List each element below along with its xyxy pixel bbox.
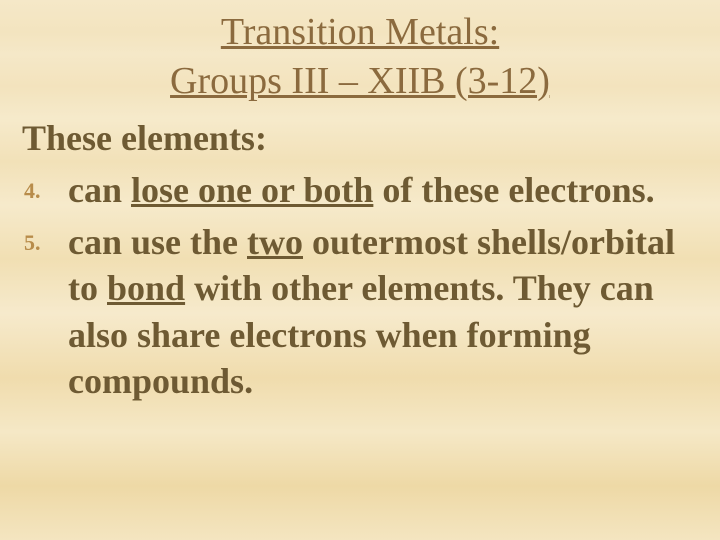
numbered-list: 4. can lose one or both of these electro…: [22, 167, 698, 403]
intro-text: These elements:: [22, 115, 698, 161]
text-run: can: [68, 170, 131, 210]
list-item: 4. can lose one or both of these electro…: [22, 167, 698, 213]
text-run: of these electrons.: [373, 170, 654, 210]
underlined-text: two: [247, 222, 303, 262]
item-text: can lose one or both of these electrons.: [68, 167, 655, 213]
item-number: 5.: [22, 219, 68, 256]
underlined-text: bond: [107, 268, 185, 308]
slide-title: Transition Metals: Groups III – XIIB (3-…: [22, 8, 698, 105]
item-number: 4.: [22, 167, 68, 204]
underlined-text: lose one or both: [131, 170, 373, 210]
slide: Transition Metals: Groups III – XIIB (3-…: [0, 0, 720, 540]
title-line-2: Groups III – XIIB (3-12): [22, 57, 698, 106]
text-run: can use the: [68, 222, 247, 262]
title-line-1: Transition Metals:: [22, 8, 698, 57]
list-item: 5. can use the two outermost shells/orbi…: [22, 219, 698, 403]
item-text: can use the two outermost shells/orbital…: [68, 219, 698, 403]
